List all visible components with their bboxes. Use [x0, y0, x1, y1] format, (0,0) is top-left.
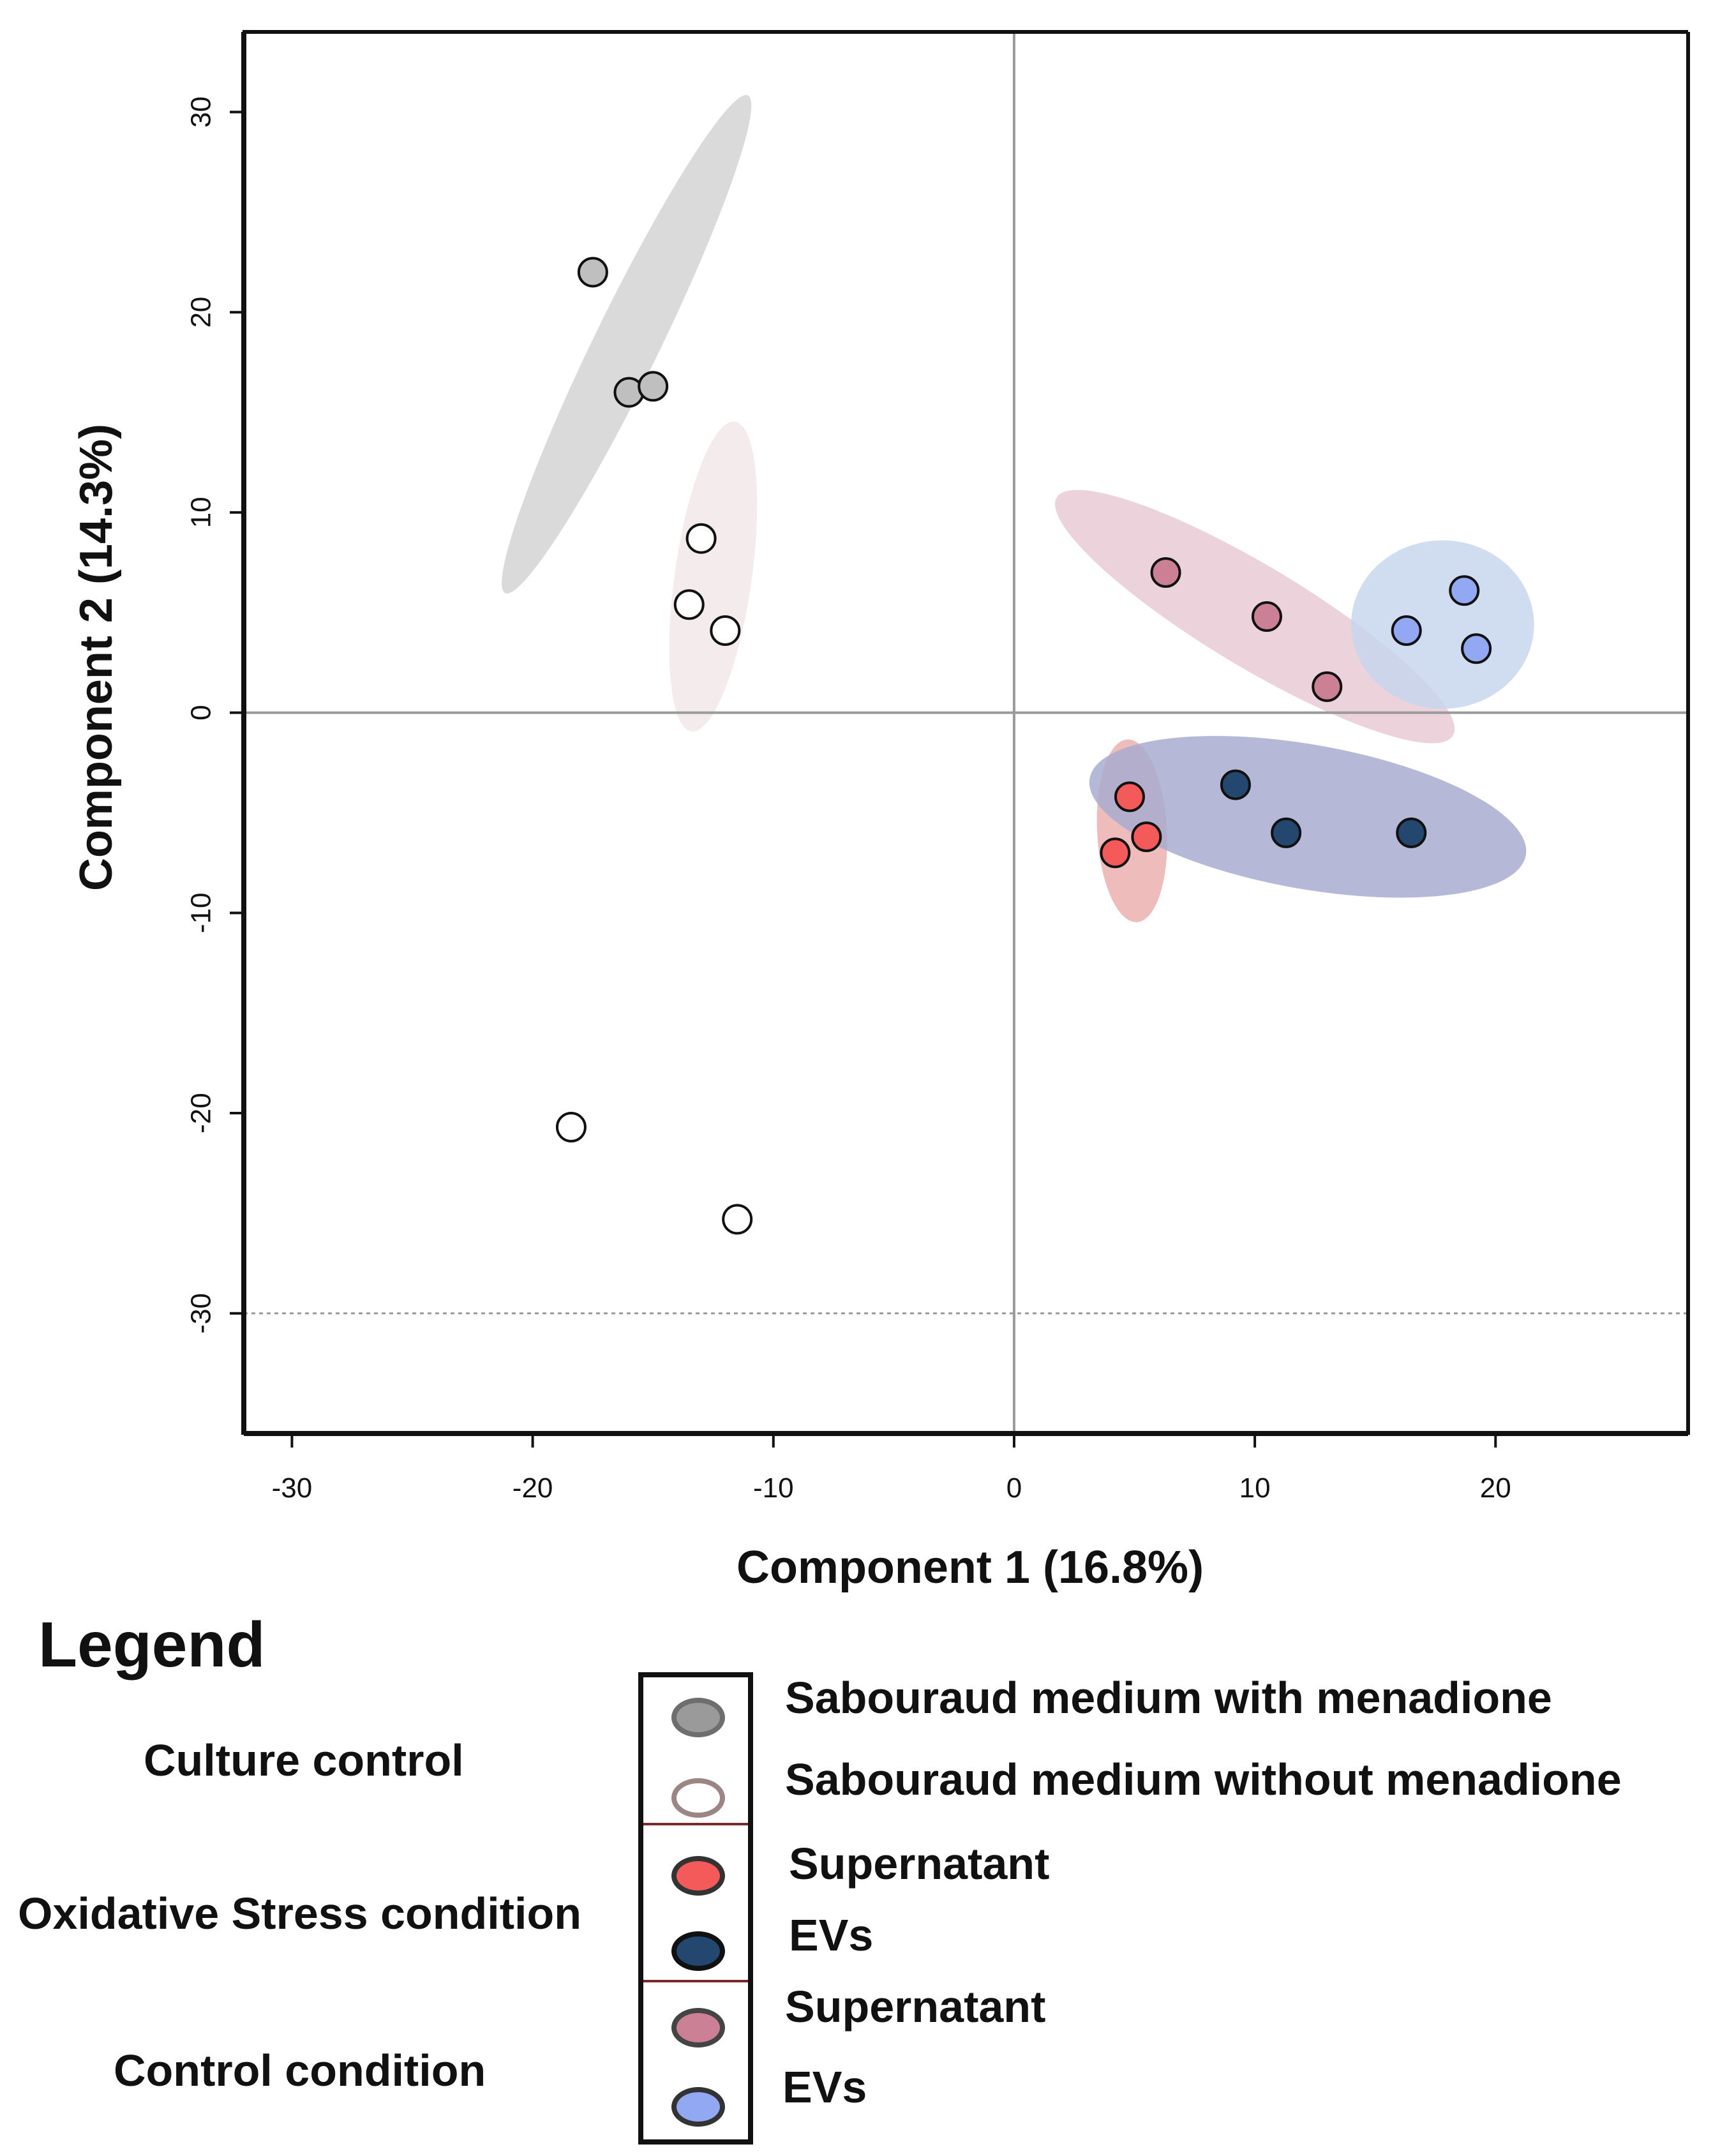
- point-evs-control: [1449, 575, 1480, 606]
- plot-frame: [241, 30, 1690, 1436]
- point-supernatant-control: [1312, 671, 1343, 702]
- legend-separator: [643, 1823, 748, 1825]
- cluster-ellipses: [502, 94, 1534, 922]
- reference-lines: [244, 32, 1688, 1434]
- point-evs-control: [1461, 633, 1492, 664]
- y-tick-label: 10: [186, 497, 217, 528]
- point-sabouraud-medium-without-menadione: [685, 523, 717, 554]
- legend-symbol-box: [638, 1672, 753, 2145]
- y-tick-label: -30: [186, 1293, 217, 1334]
- point-evs-control: [1391, 615, 1422, 647]
- x-tick-label: 10: [1239, 1472, 1271, 1504]
- y-axis-title: Component 2 (14.3%): [71, 424, 122, 891]
- y-tick-label: -20: [186, 1093, 217, 1134]
- point-sabouraud-medium-without-menadione: [555, 1112, 587, 1143]
- point-sabouraud-medium-with-menadione: [638, 371, 669, 402]
- ellipse-evs-control: [1350, 540, 1534, 709]
- x-tick-label: 0: [1006, 1472, 1022, 1504]
- legend-group-oxidative-stress: Oxidative Stress condition: [18, 1889, 581, 1938]
- legend-symbol-control-supernatant: [671, 2008, 725, 2047]
- point-sabouraud-medium-with-menadione: [577, 257, 608, 288]
- legend-symbol-oxidative-evs: [671, 1931, 725, 1971]
- pca-scatter-chart: -30 -20 -10 0 10 20 30 20 10 0 -10 -20 -30 Component…: [71, 30, 1690, 1593]
- x-tick-label: -10: [753, 1472, 794, 1504]
- y-tick-label: 20: [186, 297, 217, 328]
- x-tick-label: -30: [272, 1472, 313, 1504]
- point-sabouraud-medium-without-menadione: [673, 589, 705, 620]
- legend-symbol-oxidative-supernatant: [671, 1856, 725, 1896]
- point-supernatant-oxidative-stress: [1100, 837, 1131, 869]
- point-supernatant-control: [1251, 601, 1282, 633]
- ellipse-evs-oxidative-stress: [1089, 736, 1527, 898]
- legend-symbol-without-menadione: [671, 1778, 725, 1818]
- point-evs-oxidative-stress: [1271, 817, 1302, 848]
- legend-label-control-evs: EVs: [782, 2062, 867, 2112]
- legend-label-control-supernatant: Supernatant: [785, 1982, 1046, 2032]
- legend-separator: [643, 1980, 748, 1982]
- legend-symbol-with-menadione: [671, 1698, 725, 1737]
- axis-ticks: -30 -20 -10 0 10 20 30 20 10 0 -10 -20 -30: [186, 96, 1511, 1504]
- point-supernatant-oxidative-stress: [1114, 781, 1145, 812]
- legend-title: Legend: [38, 1609, 266, 1681]
- legend-symbol-control-evs: [671, 2087, 725, 2127]
- point-supernatant-oxidative-stress: [1131, 821, 1162, 853]
- ellipse-sabouraud-medium-with-menadione: [502, 94, 752, 594]
- point-sabouraud-medium-without-menadione: [710, 615, 741, 647]
- point-sabouraud-medium-without-menadione: [722, 1204, 753, 1235]
- point-evs-oxidative-stress: [1220, 769, 1251, 800]
- x-tick-label: -20: [512, 1472, 553, 1504]
- legend-group-culture-control: Culture control: [144, 1735, 464, 1785]
- legend-group-control-condition: Control condition: [114, 2046, 486, 2095]
- legend-label-with-menadione: Sabouraud medium with menadione: [785, 1673, 1552, 1723]
- x-axis-title: Component 1 (16.8%): [737, 1542, 1204, 1593]
- ellipse-sabouraud-medium-without-menadione: [669, 421, 758, 732]
- y-tick-label: -10: [186, 893, 217, 934]
- y-tick-label: 0: [186, 705, 217, 720]
- point-evs-oxidative-stress: [1396, 817, 1427, 848]
- legend: Legend Culture control Oxidative Stress …: [0, 1596, 1713, 2156]
- y-tick-label: 30: [186, 96, 217, 128]
- legend-label-without-menadione: Sabouraud medium without menadione: [785, 1755, 1622, 1804]
- x-tick-label: 20: [1480, 1472, 1511, 1504]
- legend-label-oxidative-supernatant: Supernatant: [789, 1839, 1050, 1889]
- legend-label-oxidative-evs: EVs: [789, 1910, 874, 1960]
- point-supernatant-control: [1150, 557, 1181, 588]
- data-points: [555, 257, 1492, 1235]
